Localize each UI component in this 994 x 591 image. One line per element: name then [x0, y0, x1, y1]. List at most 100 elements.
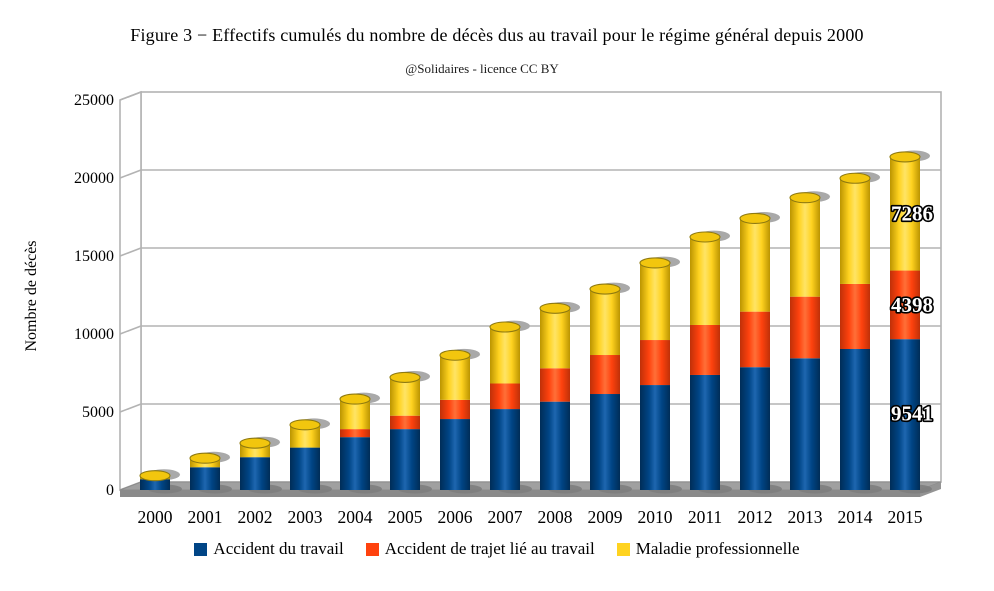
bar-2010-Accident du travail [640, 385, 670, 490]
bar-2005-Maladie professionnelle [390, 377, 420, 416]
bar-cap-2009 [589, 283, 621, 295]
bar-2009-Maladie professionnelle [590, 289, 620, 356]
x-tick-label-2005: 2005 [388, 507, 423, 527]
legend-label-maladie-professionnelle: Maladie professionnelle [635, 539, 800, 558]
bar-2006-Accident de trajet lié au travail [440, 399, 470, 420]
y-tick-label-5000: 5000 [82, 404, 114, 421]
bar-cap-2008 [539, 302, 571, 314]
bar-2013-Accident de trajet lié au travail [790, 296, 820, 359]
bar-2013-Maladie professionnelle [790, 197, 820, 297]
bar-2011-Maladie professionnelle [690, 236, 720, 325]
legend-label-accident-du-travail: Accident du travail [213, 539, 344, 558]
bar-2008-Maladie professionnelle [540, 308, 570, 369]
bar-cap-2000 [139, 470, 171, 482]
bar-2005-Accident du travail [390, 429, 420, 490]
bar-2006-Maladie professionnelle [440, 355, 470, 400]
bar-cap-2013 [789, 192, 821, 204]
bar-2014-Accident de trajet lié au travail [840, 283, 870, 350]
bar-2010-Accident de trajet lié au travail [640, 340, 670, 386]
x-tick-label-2012: 2012 [738, 507, 773, 527]
bar-cap-2012 [739, 212, 771, 224]
x-tick-label-2001: 2001 [188, 507, 223, 527]
x-tick-label-2013: 2013 [788, 507, 823, 527]
bar-2012-Accident du travail [740, 367, 770, 490]
bar-cap-2010 [639, 257, 671, 269]
bar-2004-Accident de trajet lié au travail [340, 429, 370, 438]
legend-item-accident-du-travail: Accident du travail [194, 539, 344, 559]
y-tick-label-25000: 25000 [74, 92, 114, 109]
bar-2015-Maladie professionnelle [890, 156, 920, 271]
bar-2015-Accident de trajet lié au travail [890, 270, 920, 340]
gridline-stub [119, 325, 142, 335]
x-tick-label-2000: 2000 [138, 507, 173, 527]
bar-cap-2002 [239, 437, 271, 449]
x-tick-label-2009: 2009 [588, 507, 623, 527]
legend-item-accident-de-trajet: Accident de trajet lié au travail [365, 539, 595, 559]
gridline-stub [119, 403, 142, 413]
data-label-7286: 7286 [891, 202, 933, 226]
legend-chip-maladie-professionnelle [616, 542, 630, 556]
bar-2009-Accident du travail [590, 394, 620, 490]
bar-2008-Accident du travail [540, 401, 570, 490]
bar-2009-Accident de trajet lié au travail [590, 355, 620, 395]
bar-cap-2011 [689, 231, 721, 243]
bar-cap-2007 [489, 321, 521, 333]
bar-2014-Accident du travail [840, 349, 870, 490]
bar-2003-Maladie professionnelle [290, 424, 320, 448]
bar-2012-Maladie professionnelle [740, 218, 770, 312]
bar-cap-2001 [189, 452, 221, 464]
x-tick-label-2006: 2006 [438, 507, 473, 527]
bar-2014-Maladie professionnelle [840, 178, 870, 284]
gridline-stub [119, 169, 142, 179]
gridline-stub [119, 247, 142, 257]
bar-cap-2014 [839, 172, 871, 184]
bar-2002-Accident du travail [240, 457, 270, 490]
bar-2010-Maladie professionnelle [640, 262, 670, 341]
x-tick-label-2003: 2003 [288, 507, 323, 527]
legend-item-maladie-professionnelle: Maladie professionnelle [616, 539, 800, 559]
bar-2000-Accident du travail [140, 479, 170, 490]
wall-left [119, 90, 142, 492]
x-tick-label-2007: 2007 [488, 507, 523, 527]
bar-2003-Accident du travail [290, 447, 320, 490]
bar-2015-Accident du travail [890, 339, 920, 490]
bar-2007-Accident de trajet lié au travail [490, 383, 520, 410]
data-label-9541: 9541 [891, 402, 933, 426]
gridline-stub [119, 91, 142, 101]
bar-2013-Accident du travail [790, 358, 820, 490]
bar-2011-Accident du travail [690, 374, 720, 490]
x-tick-label-2004: 2004 [338, 507, 373, 527]
x-tick-label-2015: 2015 [888, 507, 923, 527]
legend-label-accident-de-trajet: Accident de trajet lié au travail [384, 539, 595, 558]
bar-2012-Accident de trajet lié au travail [740, 311, 770, 368]
y-tick-label-20000: 20000 [74, 170, 114, 187]
bar-cap-2005 [389, 371, 421, 383]
bar-cap-2003 [289, 419, 321, 431]
bar-2008-Accident de trajet lié au travail [540, 368, 570, 402]
y-tick-label-0: 0 [106, 482, 114, 499]
x-tick-label-2011: 2011 [688, 507, 722, 527]
x-tick-label-2010: 2010 [638, 507, 673, 527]
data-label-4398: 4398 [891, 293, 933, 317]
y-tick-label-10000: 10000 [74, 326, 114, 343]
bar-2004-Accident du travail [340, 437, 370, 490]
bar-cap-2006 [439, 349, 471, 361]
chart-title: Figure 3 − Effectifs cumulés du nombre d… [130, 25, 864, 45]
y-tick-label-15000: 15000 [74, 248, 114, 265]
legend-chip-accident-du-travail [194, 542, 208, 556]
bar-cap-2015 [889, 151, 921, 163]
legend: Accident du travail Accident de trajet l… [0, 539, 994, 559]
x-tick-label-2002: 2002 [238, 507, 273, 527]
bar-2007-Maladie professionnelle [490, 327, 520, 384]
legend-chip-accident-de-trajet [365, 542, 379, 556]
x-tick-label-2008: 2008 [538, 507, 573, 527]
bar-2005-Accident de trajet lié au travail [390, 415, 420, 430]
bar-2011-Accident de trajet lié au travail [690, 324, 720, 375]
bar-2001-Accident du travail [190, 467, 220, 490]
bar-2007-Accident du travail [490, 409, 520, 490]
bar-2006-Accident du travail [440, 419, 470, 490]
bar-cap-2004 [339, 393, 371, 405]
chart-subtitle: @Solidaires - licence CC BY [405, 61, 559, 76]
